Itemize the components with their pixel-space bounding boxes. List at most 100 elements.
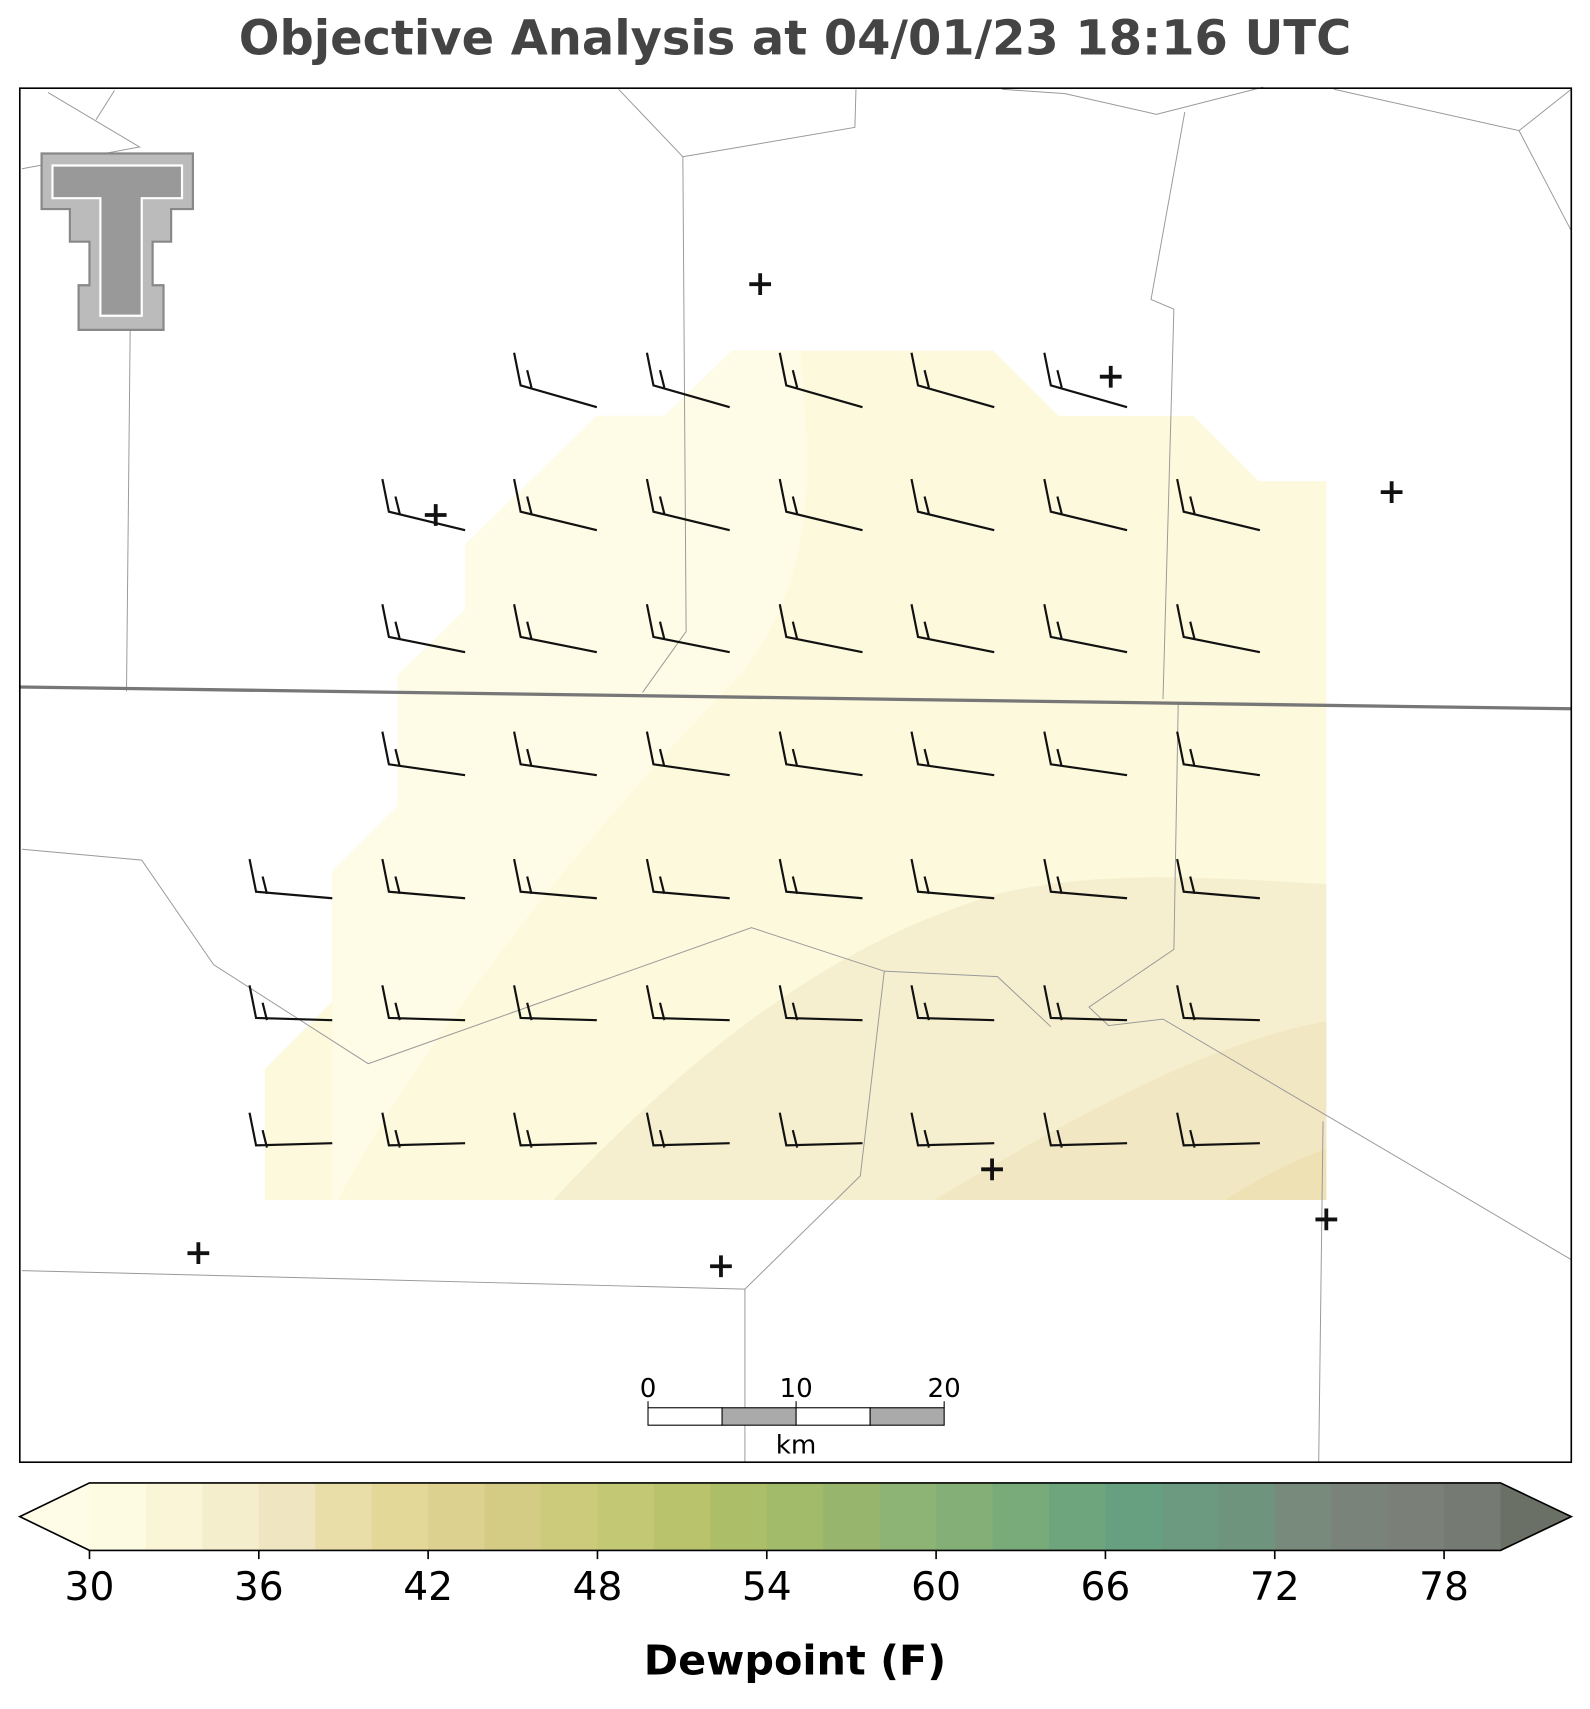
- wind-barb: [1176, 604, 1261, 654]
- scale-bar-unit: km: [776, 1430, 817, 1460]
- map-frame: [18, 87, 1573, 1464]
- wind-barb: [645, 604, 730, 654]
- colorbar-tick-label: 48: [573, 1565, 623, 1610]
- colorbar-bin: [1331, 1482, 1389, 1551]
- scale-bar-label: 20: [928, 1374, 961, 1404]
- station-marker: [749, 273, 772, 296]
- wind-barb: [910, 985, 995, 1022]
- colorbar: 30 36 42 48 54 60 66 72 78: [17, 1482, 1574, 1610]
- colorbar-bin: [1387, 1482, 1445, 1551]
- colorbar-tick-label: 54: [742, 1565, 792, 1610]
- colorbar-bin: [89, 1482, 147, 1551]
- colorbar-label: Dewpoint (F): [644, 1637, 946, 1685]
- wind-barb: [248, 985, 333, 1022]
- wind-barbs: [248, 352, 1261, 1148]
- state-line: [19, 685, 1572, 711]
- colorbar-bin: [484, 1482, 542, 1551]
- colorbar-bin: [1161, 1482, 1219, 1551]
- colorbar-tick-label: 30: [65, 1565, 115, 1610]
- wind-barb: [1043, 478, 1128, 532]
- wind-barb: [381, 858, 466, 900]
- wind-barb: [910, 1112, 995, 1148]
- scale-bar: 0 10 20 km: [640, 1374, 961, 1461]
- colorbar-over: [1500, 1482, 1572, 1551]
- wind-barb: [1176, 478, 1261, 532]
- wind-barb: [778, 1112, 863, 1148]
- wind-barb: [910, 478, 995, 532]
- colorbar-tick-label: 66: [1080, 1565, 1130, 1610]
- wind-barb: [513, 352, 598, 409]
- scale-bar-label: 0: [640, 1374, 657, 1404]
- scale-bar-segment: [795, 1407, 871, 1426]
- wind-barb: [910, 352, 995, 409]
- wind-barb: [513, 858, 597, 900]
- wind-barb: [1176, 1112, 1260, 1148]
- wind-barb: [381, 604, 466, 654]
- wind-barb: [381, 478, 466, 532]
- wind-barb: [513, 478, 598, 532]
- county-lines: [21, 86, 1572, 1463]
- wind-barb: [381, 731, 466, 777]
- wind-barb: [248, 858, 333, 900]
- colorbar-under: [19, 1482, 90, 1551]
- colorbar-bin: [202, 1482, 260, 1551]
- wind-barb: [1176, 985, 1260, 1022]
- station-marker: [1315, 1208, 1338, 1231]
- colorbar-tick-label: 36: [234, 1565, 284, 1610]
- scale-bar-segment: [869, 1407, 945, 1426]
- title: Objective Analysis at 04/01/23 18:16 UTC: [239, 11, 1351, 66]
- wind-barb: [910, 858, 995, 900]
- colorbar-bin: [653, 1482, 711, 1551]
- colorbar-bin: [315, 1482, 373, 1551]
- colorbar-bin: [1048, 1482, 1107, 1551]
- scale-bar-segment: [721, 1407, 797, 1426]
- colorbar-bin: [710, 1482, 768, 1551]
- station-marker: [424, 504, 447, 526]
- wind-barb: [381, 1112, 466, 1148]
- colorbar-bin: [428, 1482, 486, 1551]
- colorbar-bin: [766, 1482, 824, 1551]
- station-marker: [981, 1158, 1003, 1181]
- wind-barb: [1043, 858, 1128, 900]
- wind-barb: [513, 1112, 597, 1148]
- wind-barb: [910, 604, 995, 654]
- scale-bar-label: 10: [779, 1374, 812, 1404]
- wind-barb: [645, 478, 730, 532]
- scale-bar-segment: [647, 1407, 723, 1426]
- wind-barb: [1176, 858, 1260, 900]
- analysis-contour: [1225, 1148, 1327, 1200]
- station-marker: [710, 1255, 732, 1278]
- colorbar-bin: [936, 1482, 994, 1551]
- wind-barb: [645, 731, 730, 777]
- wind-barb: [778, 731, 863, 777]
- wind-barb: [1176, 731, 1261, 777]
- wind-barb: [645, 858, 730, 900]
- colorbar-bin: [597, 1482, 655, 1551]
- station-markers: [187, 273, 1403, 1278]
- colorbar-bin: [541, 1482, 599, 1551]
- wind-barb: [248, 1112, 333, 1148]
- wind-barb: [778, 858, 863, 900]
- colorbar-tick-label: 42: [403, 1565, 453, 1610]
- colorbar-bin: [1274, 1482, 1332, 1551]
- wind-barb: [513, 604, 598, 654]
- colorbar-bin: [1105, 1482, 1163, 1551]
- wind-barb: [513, 985, 597, 1022]
- wind-barb: [645, 985, 730, 1022]
- analysis-contour: [934, 1021, 1327, 1200]
- wind-barb: [1043, 604, 1128, 654]
- colorbar-bin: [992, 1482, 1050, 1551]
- map: 0 10 20 km: [18, 86, 1573, 1464]
- wind-barb: [1043, 1112, 1128, 1148]
- wind-barb: [1043, 731, 1128, 777]
- colorbar-bin: [823, 1482, 881, 1551]
- wind-barb: [778, 478, 863, 532]
- station-marker: [1099, 365, 1122, 388]
- wind-barb: [1043, 352, 1128, 409]
- colorbar-bin: [145, 1482, 204, 1551]
- wind-barb: [645, 352, 730, 409]
- wind-barb: [381, 985, 466, 1022]
- colorbar-tick-label: 78: [1419, 1565, 1469, 1610]
- colorbar-bin: [1444, 1482, 1502, 1551]
